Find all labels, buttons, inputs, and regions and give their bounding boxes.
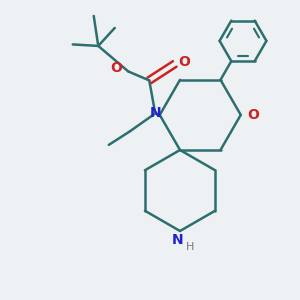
Text: H: H — [185, 242, 194, 252]
Text: N: N — [149, 106, 161, 120]
Text: O: O — [110, 61, 122, 75]
Text: N: N — [172, 233, 183, 248]
Text: O: O — [248, 108, 259, 122]
Text: O: O — [178, 56, 190, 69]
